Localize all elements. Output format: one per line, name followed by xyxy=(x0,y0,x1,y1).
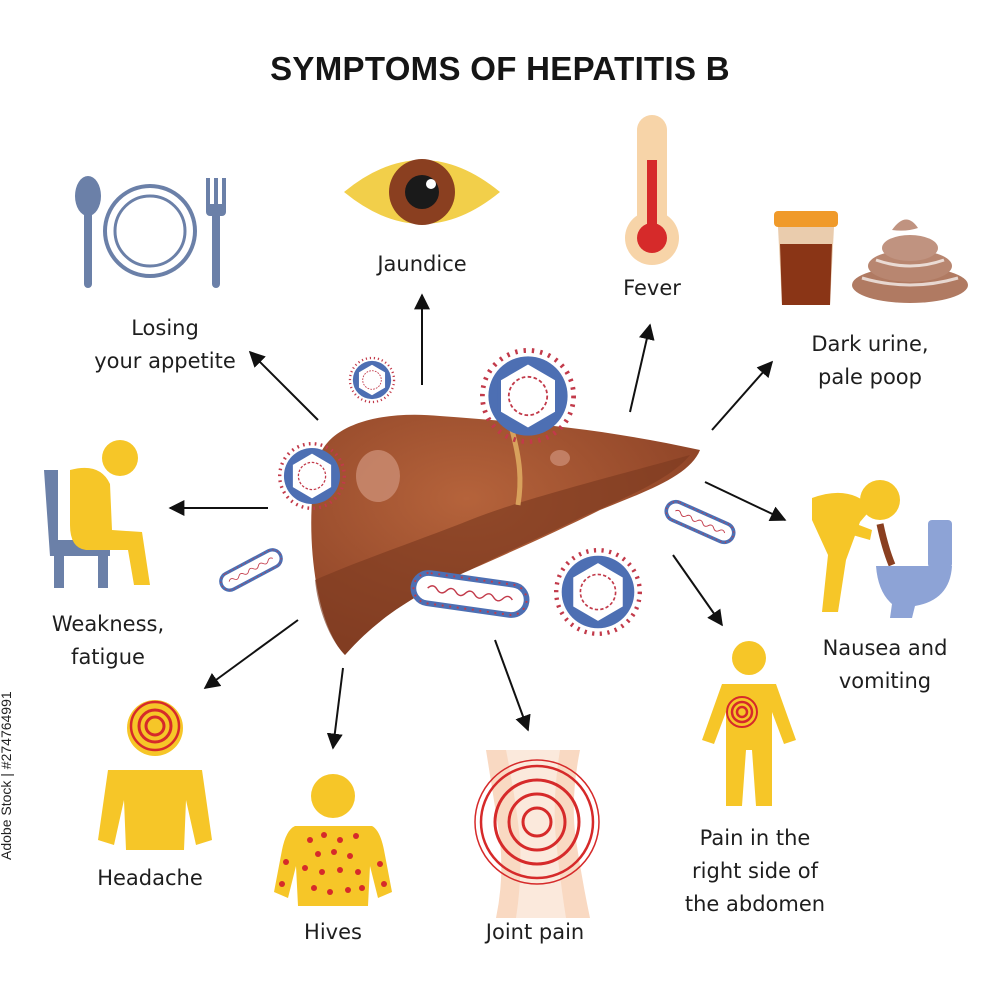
label-appetite: Losing your appetite xyxy=(94,316,236,373)
vomiting-person-icon xyxy=(812,480,900,612)
label-abdomen: Pain in the right side of the abdomen xyxy=(684,826,826,916)
yellow-eye-icon xyxy=(344,159,500,225)
label-nausea: Nausea and vomiting xyxy=(822,636,948,693)
stock-watermark: Adobe Stock | #274764991 xyxy=(0,691,14,860)
toilet-icon xyxy=(876,520,952,618)
label-jaundice: Jaundice xyxy=(377,252,467,276)
arrow-abdomen xyxy=(672,554,723,627)
urine-cup-icon xyxy=(774,211,838,305)
label-joint-pain: Joint pain xyxy=(485,920,585,944)
liver xyxy=(311,414,700,655)
label-urine: Dark urine, pale poop xyxy=(811,332,929,389)
arrow-appetite xyxy=(248,350,319,421)
thermometer-icon xyxy=(625,115,679,265)
label-hives: Hives xyxy=(304,920,362,944)
poop-icon xyxy=(852,219,968,303)
label-headache: Headache xyxy=(97,866,203,890)
abdominal-pain-person-icon xyxy=(702,641,796,806)
headache-person-icon xyxy=(98,700,212,850)
knee-joint-icon xyxy=(474,750,600,918)
hives-person-icon xyxy=(274,774,392,906)
page-title: SYMPTOMS OF HEPATITIS B xyxy=(270,50,730,87)
arrow-nausea xyxy=(704,481,787,522)
label-weakness: Weakness, fatigue xyxy=(51,612,165,669)
label-fever: Fever xyxy=(623,276,681,300)
tired-person-on-chair-icon xyxy=(44,440,150,588)
arrow-hives xyxy=(326,667,344,750)
plate-utensils-icon xyxy=(75,176,226,288)
arrows xyxy=(168,293,787,750)
arrow-urine xyxy=(711,360,774,431)
arrow-fever xyxy=(629,323,655,413)
arrow-joint xyxy=(494,639,531,732)
arrow-headache xyxy=(203,619,299,689)
